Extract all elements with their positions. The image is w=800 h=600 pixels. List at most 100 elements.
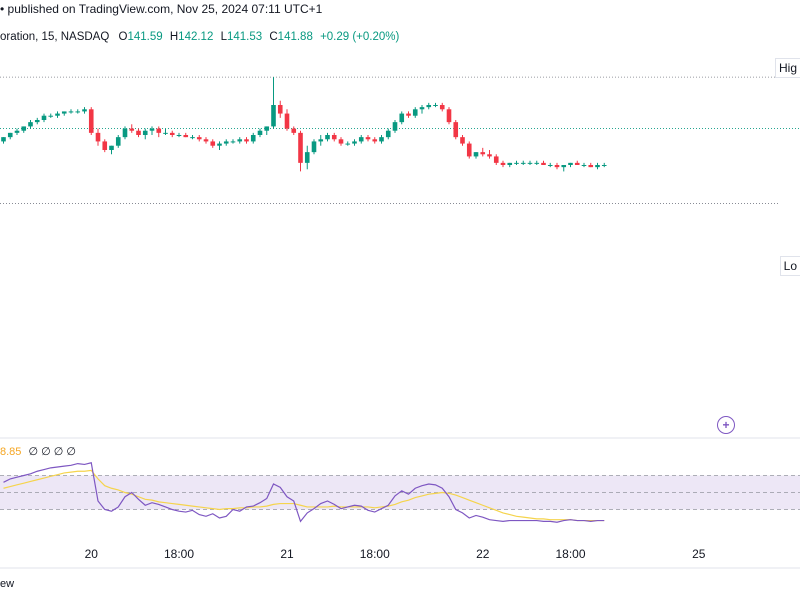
candle-body <box>257 130 263 135</box>
candle-body <box>601 165 607 166</box>
chart-grid <box>0 76 800 569</box>
candle-body <box>142 130 148 135</box>
candle-body <box>304 152 310 163</box>
candle-body <box>507 162 513 165</box>
candle-body <box>325 135 330 140</box>
low-value: 141.53 <box>226 31 263 43</box>
time-axis: 20 18:00 21 18:00 22 18:00 25 <box>85 547 706 561</box>
close-value: 141.88 <box>277 31 313 43</box>
low-price-tag: Lo <box>779 256 800 276</box>
candle-body <box>392 122 398 131</box>
candle-body <box>487 154 492 157</box>
candle-body <box>1 137 6 142</box>
candle-body <box>480 152 486 155</box>
candle-body <box>163 132 168 134</box>
candle-body <box>149 128 155 131</box>
candle-body <box>365 137 371 140</box>
candle-body <box>244 139 249 142</box>
candle-body <box>217 143 222 146</box>
candle-body <box>399 113 405 123</box>
x-tick-label: 18:00 <box>360 547 390 561</box>
candle-body <box>115 137 121 146</box>
candle-body <box>493 156 499 163</box>
candle-body <box>271 105 276 127</box>
high-label: H <box>169 31 179 43</box>
candle-body <box>109 145 114 150</box>
candle-body <box>28 122 33 127</box>
candle-body <box>385 130 391 138</box>
candle-body <box>520 162 526 164</box>
candle-body <box>453 122 459 138</box>
candle-body <box>372 139 378 142</box>
candle-body <box>230 141 236 143</box>
candle-body <box>223 141 229 144</box>
candle-body <box>34 120 40 123</box>
candle-body <box>129 128 135 131</box>
symbol-label: oration, 15, NASDAQ <box>0 31 110 43</box>
candle-body <box>277 105 283 114</box>
candle-body <box>41 115 47 120</box>
candle-body <box>237 139 243 142</box>
candle-body <box>568 162 573 165</box>
candle-body <box>284 113 290 129</box>
change-value: +0.29 (+0.20%) <box>320 31 400 43</box>
candle-body <box>446 109 452 123</box>
high-price-tag: Hig <box>774 58 800 78</box>
candle-body <box>466 143 472 157</box>
x-tick-label: 18:00 <box>164 547 194 561</box>
candle-body <box>358 137 364 142</box>
candle-body <box>352 141 357 144</box>
candle-body <box>250 135 256 142</box>
footer-text: ew <box>0 578 15 590</box>
open-label: O <box>118 31 128 43</box>
high-value: 142.12 <box>178 31 214 43</box>
candle-body <box>88 109 94 133</box>
rsi-line <box>3 462 605 523</box>
candle-body <box>345 143 351 145</box>
candle-body <box>473 152 479 157</box>
candle-body <box>581 165 587 166</box>
candle-body <box>176 135 182 136</box>
rsi-ma-line <box>3 469 605 522</box>
tradingview-logo-icon: • <box>0 2 5 16</box>
candle-body <box>48 115 54 117</box>
candle-body <box>433 105 438 106</box>
candlestick-series <box>1 77 607 172</box>
rsi-legend: 8.85 ∅ ∅ ∅ ∅ <box>0 445 76 458</box>
rsi-placeholders: ∅ ∅ ∅ ∅ <box>28 446 76 458</box>
candle-body <box>75 111 81 113</box>
candle-body <box>136 130 141 135</box>
candle-body <box>196 137 202 140</box>
candle-body <box>122 128 128 138</box>
candle-body <box>7 132 13 138</box>
published-caption: • published on TradingView.com, Nov 25, … <box>0 2 323 16</box>
candle-body <box>82 109 87 112</box>
x-tick-label: 20 <box>85 547 99 561</box>
candle-body <box>500 162 506 165</box>
candle-body <box>291 128 297 133</box>
candle-body <box>426 105 432 108</box>
candle-body <box>21 126 27 131</box>
crosshair-plus-icon[interactable]: + <box>717 416 735 434</box>
candle-body <box>169 132 175 135</box>
candle-body <box>547 165 553 166</box>
candle-body <box>210 141 216 146</box>
candle-body <box>406 113 411 116</box>
candle-body <box>61 111 67 114</box>
candle-body <box>561 165 567 168</box>
candle-body <box>574 162 580 165</box>
close-label: C <box>269 31 278 43</box>
candle-body <box>412 109 418 116</box>
x-tick-label: 18:00 <box>555 547 585 561</box>
candle-body <box>203 139 209 142</box>
x-tick-label: 22 <box>476 547 490 561</box>
ohlc-legend: oration, 15, NASDAQ O141.59 H142.12 L141… <box>0 31 403 43</box>
candle-body <box>588 165 594 168</box>
candle-body <box>331 135 337 140</box>
candle-body <box>379 137 384 142</box>
candle-body <box>298 132 303 163</box>
open-value: 141.59 <box>127 31 163 43</box>
candle-body <box>541 162 546 165</box>
candle-body <box>156 128 162 133</box>
